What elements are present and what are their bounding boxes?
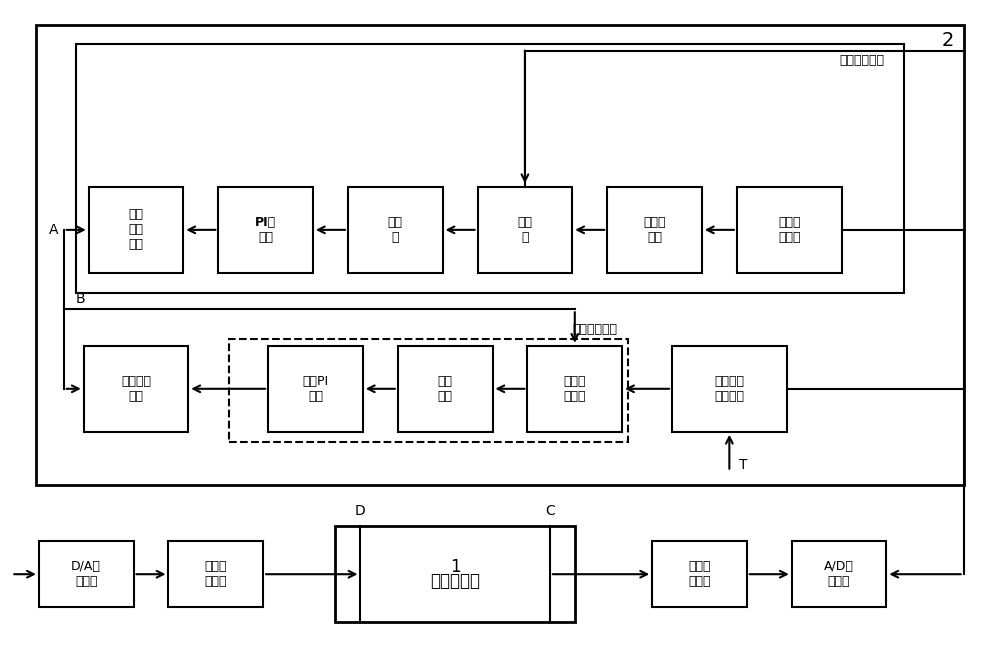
Bar [168,541,263,607]
Bar [348,187,443,273]
Bar [652,541,747,607]
Text: T: T [739,458,748,472]
Bar [229,339,628,442]
Bar [527,346,622,432]
Text: 幅度饱
和器: 幅度饱 和器 [643,216,666,244]
Text: 滤波
电路: 滤波 电路 [438,375,453,403]
Bar [218,187,313,273]
Bar [478,187,572,273]
Bar [335,526,575,622]
Text: 1: 1 [450,558,460,576]
Bar [607,187,702,273]
Bar [737,187,842,273]
Text: 驱动谐振器: 驱动谐振器 [430,572,480,590]
Text: 驱动接
口电路: 驱动接 口电路 [205,560,227,589]
Text: 解调
器: 解调 器 [517,216,532,244]
Text: D/A转
换电路: D/A转 换电路 [71,560,101,589]
Bar [39,541,134,607]
Text: C: C [545,504,555,518]
Bar [76,45,904,293]
Text: 延时调
整模块: 延时调 整模块 [778,216,800,244]
Text: 接口放
大电路: 接口放 大电路 [688,560,711,589]
Text: 幅度PI
控制: 幅度PI 控制 [302,375,329,403]
Bar [398,346,493,432]
Bar [84,346,188,432]
Text: 幅度控制模块: 幅度控制模块 [573,323,618,336]
Text: A: A [49,223,59,237]
Text: B: B [76,292,85,306]
Text: 调制控制
模块: 调制控制 模块 [121,375,151,403]
Text: D: D [355,504,366,518]
Text: 标度因数
温补模块: 标度因数 温补模块 [714,375,744,403]
Text: PI控
制器: PI控 制器 [255,216,276,244]
Bar [89,187,183,273]
Bar [792,541,886,607]
Text: A/D采
样电路: A/D采 样电路 [824,560,854,589]
Bar [268,346,363,432]
Bar [36,25,964,485]
Text: 滤波
器: 滤波 器 [388,216,403,244]
Text: 幅度解
调模块: 幅度解 调模块 [564,375,586,403]
Text: 压控
震荡
模块: 压控 震荡 模块 [129,208,144,251]
Text: 频率控制模块: 频率控制模块 [839,55,884,67]
Bar [672,346,787,432]
Text: 2: 2 [941,31,954,50]
